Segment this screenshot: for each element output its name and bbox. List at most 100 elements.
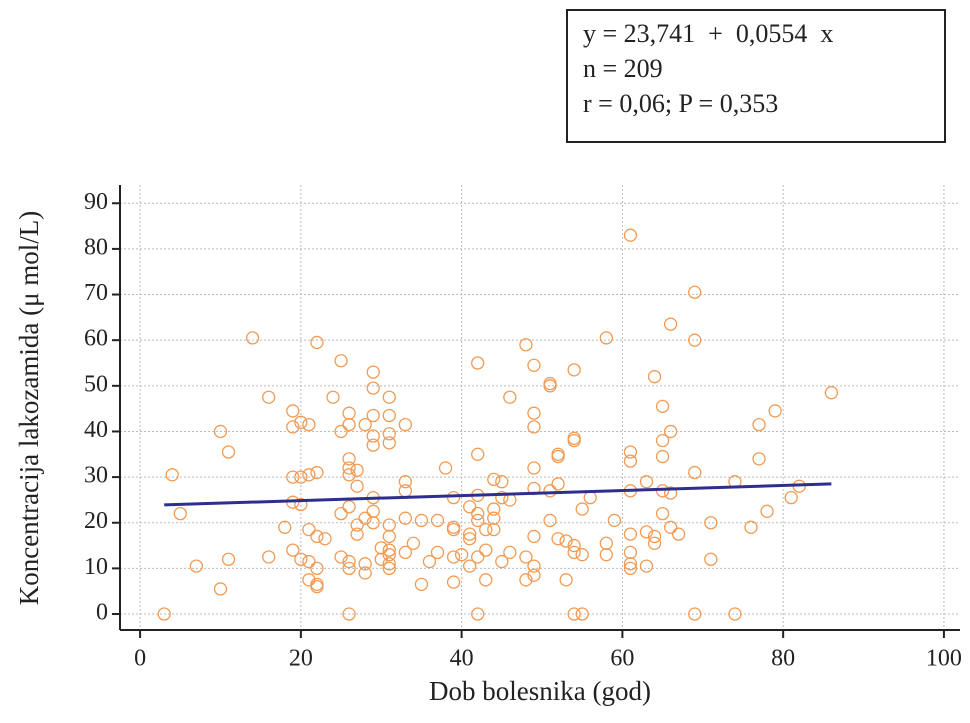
data-point bbox=[583, 490, 597, 505]
data-point bbox=[278, 520, 292, 534]
data-point bbox=[302, 554, 316, 569]
data-point bbox=[286, 543, 300, 557]
data-point bbox=[704, 552, 718, 566]
data-point bbox=[366, 429, 380, 443]
data-point bbox=[599, 536, 613, 550]
data-point bbox=[430, 545, 445, 560]
y-tick-label: 10 bbox=[84, 554, 108, 580]
data-point bbox=[221, 445, 236, 459]
y-tick-label: 90 bbox=[84, 189, 108, 215]
data-point bbox=[358, 417, 372, 432]
data-point bbox=[599, 331, 613, 345]
data-point bbox=[350, 518, 364, 532]
data-point bbox=[623, 527, 638, 541]
data-point bbox=[655, 399, 670, 414]
data-point bbox=[422, 554, 437, 569]
data-point bbox=[406, 536, 421, 550]
y-tick-label: 70 bbox=[84, 280, 108, 306]
data-point bbox=[398, 484, 413, 498]
data-point bbox=[334, 550, 348, 564]
data-point bbox=[366, 365, 380, 379]
stats-line: r = 0,06; P = 0,353 bbox=[583, 89, 778, 118]
data-point bbox=[688, 465, 702, 480]
data-point bbox=[623, 445, 638, 459]
data-point bbox=[366, 381, 380, 395]
data-point bbox=[374, 552, 388, 566]
data-point bbox=[688, 607, 702, 621]
data-point bbox=[310, 577, 324, 592]
y-axis-label: Koncentracija lakozamida (μ mol/L) bbox=[14, 211, 44, 606]
data-point bbox=[310, 335, 324, 350]
data-point bbox=[768, 404, 782, 418]
data-point bbox=[655, 449, 670, 464]
data-point bbox=[165, 468, 179, 482]
data-point bbox=[446, 550, 461, 564]
data-point bbox=[567, 538, 581, 553]
data-point bbox=[519, 573, 533, 587]
data-point bbox=[543, 513, 557, 528]
data-point bbox=[398, 545, 413, 560]
y-tick-label: 80 bbox=[84, 234, 108, 260]
data-point bbox=[688, 285, 702, 299]
data-point bbox=[342, 554, 356, 569]
data-point bbox=[487, 522, 501, 537]
data-point bbox=[503, 545, 517, 560]
data-point bbox=[479, 573, 493, 587]
data-point bbox=[382, 543, 396, 557]
data-point bbox=[824, 386, 839, 400]
data-point bbox=[495, 475, 509, 489]
data-point bbox=[342, 607, 356, 621]
data-point bbox=[655, 433, 670, 448]
data-point bbox=[543, 484, 557, 498]
data-point bbox=[551, 532, 565, 546]
data-point bbox=[382, 408, 396, 423]
data-point bbox=[350, 527, 364, 541]
data-point bbox=[382, 427, 396, 441]
data-point bbox=[639, 475, 654, 489]
data-point bbox=[471, 447, 485, 461]
data-point bbox=[463, 559, 477, 573]
data-point bbox=[382, 561, 396, 576]
data-point bbox=[398, 475, 413, 489]
y-tick-label: 60 bbox=[84, 326, 108, 352]
data-point bbox=[358, 557, 372, 571]
y-tick-label: 0 bbox=[96, 600, 108, 626]
data-point bbox=[479, 522, 493, 537]
y-tick-label: 50 bbox=[84, 371, 108, 397]
data-point bbox=[350, 463, 364, 477]
data-point bbox=[326, 390, 340, 404]
data-point bbox=[463, 500, 477, 514]
data-point bbox=[294, 470, 308, 484]
data-point bbox=[463, 527, 477, 541]
data-point bbox=[551, 449, 565, 464]
data-point bbox=[302, 573, 316, 587]
data-point bbox=[286, 404, 300, 418]
data-point bbox=[382, 557, 396, 571]
data-point bbox=[302, 417, 316, 432]
data-point bbox=[374, 541, 388, 555]
data-point bbox=[245, 331, 260, 345]
data-point bbox=[527, 358, 541, 372]
data-point bbox=[623, 545, 638, 560]
data-point bbox=[688, 333, 702, 347]
data-point bbox=[382, 390, 396, 404]
data-point bbox=[527, 559, 541, 573]
data-point bbox=[213, 582, 228, 596]
data-point bbox=[663, 424, 678, 439]
stats-line: y = 23,741 + 0,0554 x bbox=[583, 19, 833, 48]
data-point bbox=[559, 534, 573, 548]
data-point bbox=[639, 559, 654, 573]
data-point bbox=[398, 511, 413, 525]
data-point bbox=[704, 516, 718, 530]
data-point bbox=[342, 417, 356, 432]
x-tick-label: 40 bbox=[450, 646, 474, 672]
data-point bbox=[366, 504, 380, 518]
data-point bbox=[471, 506, 485, 521]
data-point bbox=[784, 490, 798, 505]
regression-line bbox=[164, 482, 832, 507]
data-point bbox=[543, 376, 557, 391]
x-tick-label: 60 bbox=[610, 646, 634, 672]
data-point bbox=[310, 465, 324, 480]
data-point bbox=[382, 436, 396, 450]
data-point bbox=[350, 479, 364, 493]
